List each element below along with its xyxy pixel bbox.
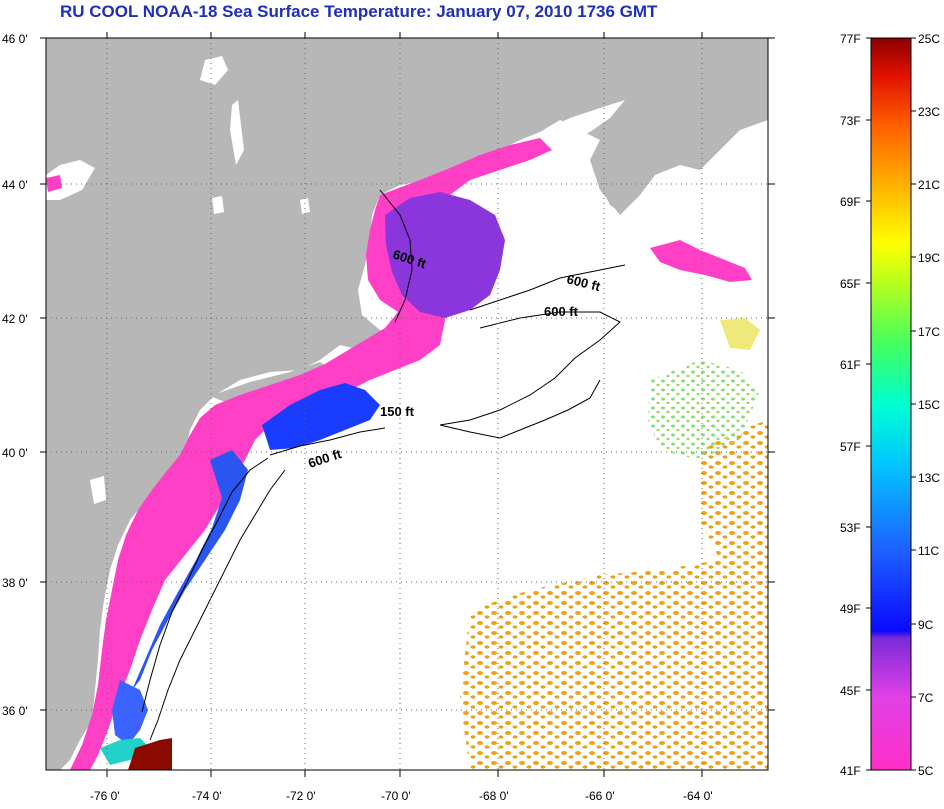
colorbar-f-label: 49F bbox=[840, 602, 861, 616]
colorbar-f-label: 57F bbox=[840, 440, 861, 454]
colorbar-f-label: 53F bbox=[840, 521, 861, 535]
lat-label: 38 0' bbox=[2, 576, 28, 590]
land-long-island bbox=[210, 362, 330, 402]
sst-hatteras-cyan bbox=[100, 738, 150, 765]
colorbar-c-label: 13C bbox=[918, 471, 940, 485]
sst-shelf-blue bbox=[262, 383, 380, 450]
bay-of-fundy bbox=[540, 100, 625, 145]
land-us-east-coast bbox=[46, 38, 768, 770]
colorbar-f-label: 69F bbox=[840, 195, 861, 209]
sst-shelf-blue bbox=[112, 680, 148, 745]
colorbar-c-label: 9C bbox=[918, 618, 934, 632]
contour-label: 600 ft bbox=[544, 304, 579, 319]
lat-label: 40 0' bbox=[2, 446, 28, 460]
colorbar-f-label: 45F bbox=[840, 684, 861, 698]
colorbar-f-label: 61F bbox=[840, 358, 861, 372]
map-title: RU COOL NOAA-18 Sea Surface Temperature:… bbox=[60, 2, 658, 21]
map-ticks bbox=[40, 32, 775, 777]
lon-label: -72 0' bbox=[286, 789, 316, 803]
colorbar-f-label: 65F bbox=[840, 277, 861, 291]
colorbar-c-label: 19C bbox=[918, 251, 940, 265]
lake bbox=[46, 160, 95, 200]
colorbar-c-label: 11C bbox=[918, 544, 939, 558]
colorbar-c-label: 15C bbox=[918, 398, 940, 412]
colorbar-c-label: 5C bbox=[918, 764, 934, 778]
bathymetry-contours bbox=[141, 189, 626, 741]
lake bbox=[300, 198, 310, 214]
lake bbox=[200, 56, 228, 85]
colorbar-f-label: 73F bbox=[840, 114, 861, 128]
lat-label: 36 0' bbox=[2, 704, 28, 718]
lake bbox=[212, 196, 224, 214]
lat-label: 42 0' bbox=[2, 312, 28, 326]
colorbar-gradient bbox=[870, 37, 912, 771]
contour-label: 150 ft bbox=[380, 404, 415, 419]
colorbar-f-label: 41F bbox=[840, 764, 861, 778]
lon-label: -74 0' bbox=[192, 789, 222, 803]
sst-hatteras-red bbox=[128, 738, 172, 770]
lon-label: -70 0' bbox=[381, 789, 411, 803]
colorbar-c-label: 7C bbox=[918, 691, 934, 705]
lat-label: 46 0' bbox=[2, 32, 28, 46]
sst-gulf-stream-orange bbox=[700, 420, 768, 560]
map-frame bbox=[45, 37, 769, 771]
sst-gulf-of-maine-purple bbox=[385, 192, 505, 318]
lon-label: -68 0' bbox=[479, 789, 509, 803]
sst-shelf-blue bbox=[132, 450, 248, 690]
colorbar-f-label: 77F bbox=[840, 32, 861, 46]
sst-gulf-stream-orange bbox=[460, 555, 768, 770]
lon-label: -76 0' bbox=[90, 789, 120, 803]
land-nova-scotia bbox=[595, 70, 750, 212]
sst-scotian-pink bbox=[46, 175, 62, 192]
colorbar-ticks bbox=[866, 37, 916, 771]
colorbar: 77F 73F 69F 65F 61F 57F 53F 49F 45F 41F … bbox=[840, 32, 940, 778]
lake bbox=[90, 476, 106, 504]
colorbar-c-label: 17C bbox=[918, 325, 940, 339]
lon-label: -66 0' bbox=[585, 789, 615, 803]
colorbar-c-label: 23C bbox=[918, 105, 940, 119]
lat-label: 44 0' bbox=[2, 178, 28, 192]
sst-yellow-speckle bbox=[720, 318, 760, 350]
colorbar-c-label: 25C bbox=[918, 32, 940, 46]
sst-green-speckle bbox=[648, 360, 760, 460]
sst-scotian-pink bbox=[650, 240, 752, 282]
lake bbox=[230, 100, 244, 165]
colorbar-c-label: 21C bbox=[918, 178, 940, 192]
map-area bbox=[46, 38, 768, 770]
lon-label: -64 0' bbox=[683, 789, 713, 803]
lat-lon-grid bbox=[46, 38, 768, 770]
